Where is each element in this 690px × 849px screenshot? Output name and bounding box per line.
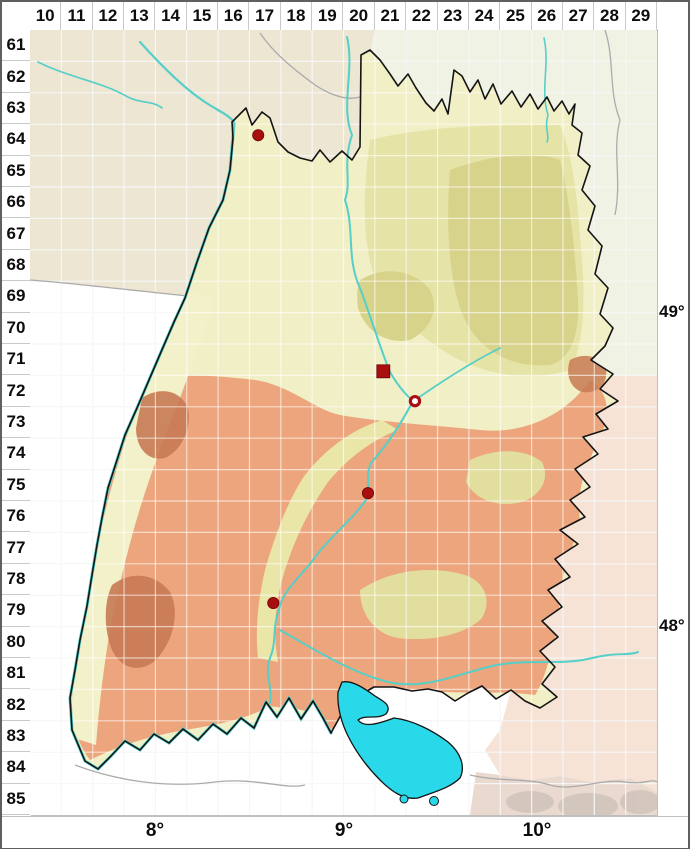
- row-header-67: 67: [2, 218, 30, 250]
- latitude-label-48: 48°: [659, 616, 685, 635]
- column-header-15: 15: [187, 2, 219, 30]
- occurrence-marker-filled-circle: [361, 487, 374, 500]
- column-header-24: 24: [469, 2, 501, 30]
- column-header-11: 11: [61, 2, 93, 30]
- river-tauber: [543, 37, 549, 143]
- river-danube: [279, 629, 639, 686]
- column-header-27: 27: [563, 2, 595, 30]
- river-neckar: [266, 36, 415, 704]
- column-header-19: 19: [312, 2, 344, 30]
- row-header-74: 74: [2, 438, 30, 470]
- longitude-footer: 8° 9° 10°: [2, 816, 688, 848]
- graticule-white: [30, 30, 657, 815]
- longitude-label-8: 8°: [145, 820, 165, 841]
- lake-constance: [337, 681, 463, 806]
- row-header-71: 71: [2, 344, 30, 376]
- row-header-65: 65: [2, 156, 30, 187]
- column-header-23: 23: [438, 2, 469, 30]
- column-header-16: 16: [218, 2, 250, 30]
- terrain-elevation-layers: [71, 125, 607, 760]
- column-header-21: 21: [375, 2, 407, 30]
- row-header-84: 84: [2, 752, 30, 784]
- row-header-68: 68: [2, 250, 30, 282]
- occurrence-marker-filled-circle: [267, 597, 280, 610]
- row-header-69: 69: [2, 281, 30, 313]
- column-header-25: 25: [500, 2, 532, 30]
- occurrence-marker-filled-circle: [252, 129, 265, 142]
- row-header-64: 64: [2, 124, 30, 156]
- row-header-72: 72: [2, 375, 30, 407]
- row-header-85: 85: [2, 784, 30, 815]
- grid-corner-cell: [2, 2, 30, 30]
- column-header-13: 13: [124, 2, 156, 30]
- row-header-75: 75: [2, 470, 30, 501]
- admin-borders: [30, 30, 657, 788]
- row-header-70: 70: [2, 313, 30, 344]
- river-stream-nw: [37, 61, 163, 109]
- terrain-outside-west-white: [30, 280, 472, 815]
- row-header-73: 73: [2, 407, 30, 439]
- column-header-10: 10: [30, 2, 62, 30]
- row-header-62: 62: [2, 61, 30, 93]
- alps-relief: [506, 790, 657, 815]
- column-header-22: 22: [406, 2, 438, 30]
- terrain-outside-northwest: [30, 30, 375, 296]
- row-header-76: 76: [2, 501, 30, 533]
- row-header-80: 80: [2, 627, 30, 658]
- row-header-66: 66: [2, 187, 30, 219]
- latitude-label-49: 49°: [659, 302, 685, 321]
- row-header-78: 78: [2, 564, 30, 596]
- row-header-63: 63: [2, 93, 30, 125]
- row-header-77: 77: [2, 532, 30, 564]
- longitude-label-9: 9°: [334, 820, 354, 841]
- row-header-81: 81: [2, 658, 30, 690]
- row-header-column: 61 62 63 64 65 66 67 68 69 70 71 72 73 74 75 76 77 78 79 80…: [2, 30, 31, 815]
- longitude-label-10: 10°: [522, 820, 552, 841]
- latitude-margin: 49° 48°: [658, 30, 688, 815]
- row-header-79: 79: [2, 595, 30, 627]
- river-tributary: [417, 347, 501, 399]
- column-header-14: 14: [155, 2, 187, 30]
- column-header-20: 20: [344, 2, 375, 30]
- column-header-row: 10 11 12 13 14 15 16 17 18 19 20 21 22 23 24 25 26 27 28 29: [30, 2, 688, 31]
- column-header-17: 17: [249, 2, 281, 30]
- column-header-26: 26: [532, 2, 563, 30]
- row-header-61: 61: [2, 30, 30, 62]
- state-border: [69, 49, 619, 770]
- occurrence-markers-layer: [252, 129, 422, 610]
- occurrence-marker-filled-square: [376, 364, 391, 379]
- terrain-outside-southeast: [485, 374, 657, 792]
- row-header-82: 82: [2, 689, 30, 721]
- column-header-29: 29: [626, 2, 657, 30]
- river-rhine-north: [138, 40, 236, 124]
- occurrence-marker-open-circle: [408, 394, 422, 408]
- column-header-12: 12: [93, 2, 125, 30]
- elevation-map: [30, 30, 657, 815]
- column-header-18: 18: [281, 2, 313, 30]
- column-header-28: 28: [594, 2, 626, 30]
- map-canvas: [30, 30, 657, 815]
- row-header-83: 83: [2, 721, 30, 753]
